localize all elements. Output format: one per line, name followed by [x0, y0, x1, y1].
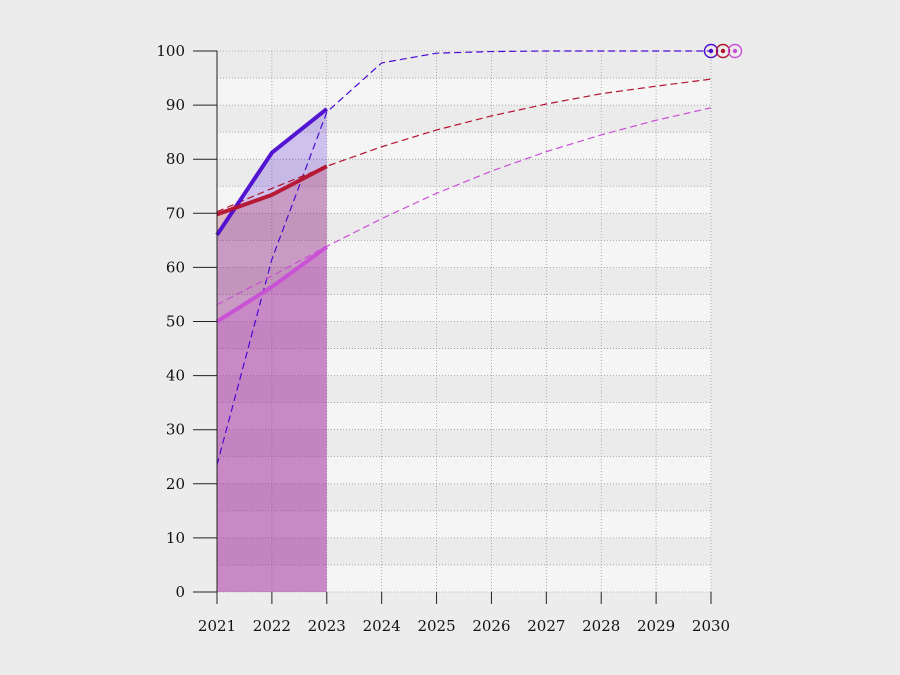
- background-band: [217, 132, 711, 160]
- y-tick-label: 70: [166, 204, 185, 222]
- x-tick-label: 2023: [308, 617, 346, 635]
- projection-lines: [216, 50, 712, 466]
- background-band: [217, 186, 711, 214]
- background-band: [217, 78, 711, 106]
- background-band: [217, 483, 711, 511]
- background-band: [217, 375, 711, 403]
- series-3-end-marker-dot: [732, 48, 738, 54]
- background-band: [217, 240, 711, 268]
- x-tick-label: 2024: [363, 617, 401, 635]
- background-band: [217, 564, 711, 592]
- y-tick-label: 10: [166, 529, 185, 547]
- shaded-areas: [217, 108, 327, 593]
- background-band: [217, 402, 711, 430]
- background-band: [217, 456, 711, 484]
- series-1-area: [217, 108, 327, 593]
- y-tick-label: 80: [166, 150, 185, 168]
- y-tick-label: 40: [166, 367, 185, 385]
- background-band: [217, 51, 711, 79]
- actual-lines: [215, 107, 329, 324]
- y-tick-label: 20: [166, 475, 185, 493]
- y-tick-label: 90: [166, 96, 185, 114]
- background-band: [217, 213, 711, 241]
- series-2-projection-line: [216, 78, 712, 213]
- x-tick-label: 2025: [417, 617, 455, 635]
- series-1-end-marker-ring: [703, 43, 719, 59]
- series-2-actual-line: [216, 164, 328, 217]
- y-tick-label: 60: [166, 258, 185, 276]
- background-band: [217, 267, 711, 295]
- background-band: [217, 294, 711, 322]
- series-2-area: [217, 166, 327, 592]
- series-2-end-marker-dot: [720, 48, 726, 54]
- background-band: [217, 537, 711, 565]
- x-tick-label: 2030: [692, 617, 730, 635]
- background-band: [217, 429, 711, 457]
- background-band: [217, 348, 711, 376]
- y-tick-label: 50: [166, 313, 185, 331]
- background-band: [217, 321, 711, 349]
- x-tick-label: 2029: [637, 617, 675, 635]
- series-1-end-marker-dot: [708, 48, 714, 54]
- x-tick-label: 2027: [527, 617, 565, 635]
- y-tick-label: 100: [156, 42, 185, 60]
- y-tick-label: 30: [166, 421, 185, 439]
- background-band: [217, 510, 711, 538]
- series-1-projection-line: [216, 50, 711, 466]
- series-3-actual-line: [215, 245, 328, 324]
- x-tick-label: 2026: [472, 617, 510, 635]
- y-tick-label: 0: [175, 583, 185, 601]
- series-3-projection-line: [216, 107, 712, 306]
- x-tick-label: 2028: [582, 617, 620, 635]
- series-3-end-marker-ring: [727, 43, 743, 59]
- series-3-area: [217, 246, 327, 593]
- x-tick-label: 2022: [253, 617, 291, 635]
- end-markers: [703, 43, 743, 59]
- series-2-end-marker-ring: [715, 43, 731, 59]
- x-tick-label: 2021: [198, 617, 236, 635]
- background-band: [217, 105, 711, 133]
